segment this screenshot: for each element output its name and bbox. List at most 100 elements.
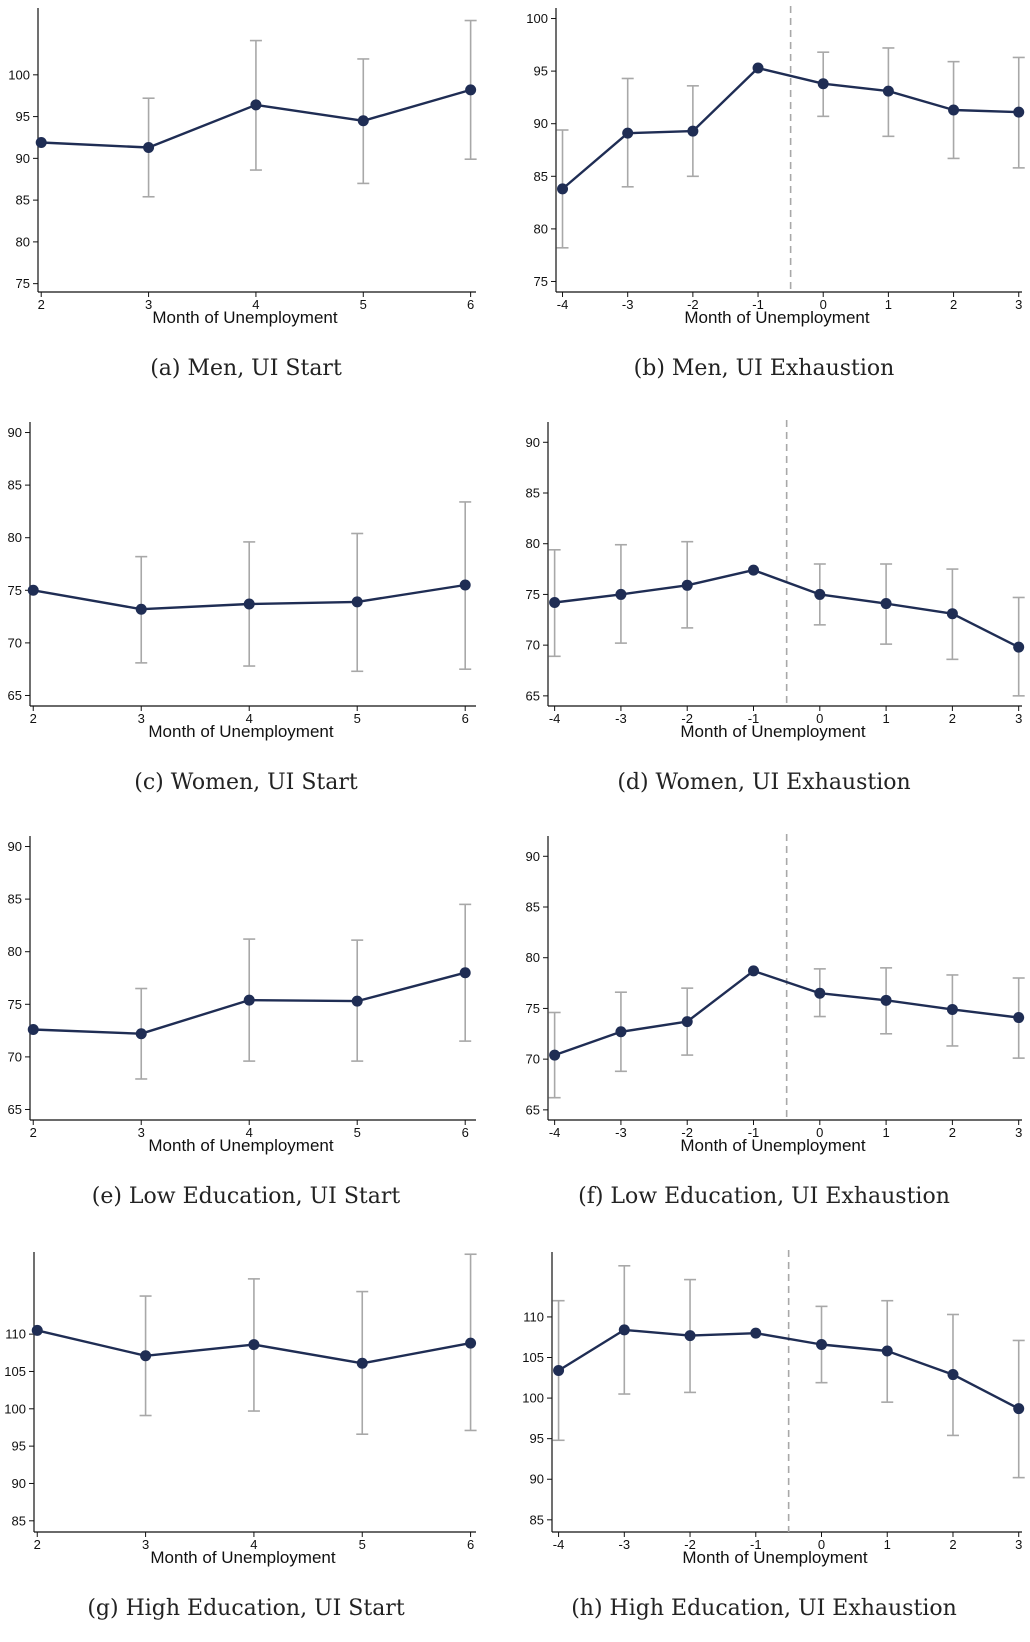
series-line — [554, 568, 1020, 649]
x-tick-label: -4 — [557, 297, 569, 312]
x-tick-label: 6 — [467, 297, 474, 312]
data-point — [135, 603, 147, 615]
x-tick-label: 4 — [246, 1125, 253, 1140]
data-point — [814, 987, 826, 999]
data-point — [459, 967, 471, 979]
data-point — [948, 104, 960, 116]
data-point — [681, 579, 693, 591]
x-tick-label: -4 — [553, 1537, 565, 1552]
data-point — [681, 1016, 693, 1028]
data-point — [243, 598, 255, 610]
x-axis-label: Month of Unemployment — [148, 722, 333, 741]
x-tick-label: 0 — [818, 1537, 825, 1552]
x-tick-label: 3 — [142, 1537, 149, 1552]
x-tick-label: 2 — [34, 1537, 41, 1552]
series-line — [561, 66, 1019, 190]
x-tick-label: 1 — [885, 297, 892, 312]
caption-b: (b) Men, UI Exhaustion — [633, 356, 895, 381]
y-tick-label: 95 — [530, 1431, 544, 1446]
x-tick-label: 0 — [816, 1125, 823, 1140]
x-axis-label: Month of Unemployment — [680, 722, 865, 741]
x-tick-label: -2 — [687, 297, 699, 312]
y-tick-label: 95 — [16, 109, 30, 124]
data-point — [814, 588, 826, 600]
data-point — [465, 1337, 477, 1349]
y-tick-label: 90 — [8, 839, 22, 854]
y-tick-label: 85 — [12, 1513, 26, 1528]
chart-panel-h: 85 90 95 100 105 110 -4 -3 -2 -1 0 1 2 3 Month of Unem… — [522, 1250, 1025, 1567]
y-tick-label: 85 — [16, 193, 30, 208]
y-tick-label: 70 — [8, 635, 22, 650]
data-point — [817, 78, 829, 90]
y-tick-label: 70 — [526, 638, 540, 653]
x-tick-label: 2 — [38, 297, 45, 312]
x-tick-label: 0 — [816, 711, 823, 726]
x-tick-label: 6 — [467, 1537, 474, 1552]
data-point — [135, 1028, 147, 1040]
data-point — [687, 125, 699, 137]
y-tick-label: 105 — [4, 1364, 26, 1379]
x-tick-label: 3 — [138, 1125, 145, 1140]
caption-h: (h) High Education, UI Exhaustion — [571, 1596, 957, 1621]
y-tick-label: 85 — [530, 1512, 544, 1527]
y-tick-label: 100 — [526, 11, 548, 26]
x-tick-label: -1 — [748, 1125, 760, 1140]
y-tick-label: 80 — [526, 536, 540, 551]
x-tick-label: 3 — [138, 711, 145, 726]
data-point — [351, 596, 363, 608]
x-tick-label: 4 — [250, 1537, 257, 1552]
y-tick-label: 65 — [526, 688, 540, 703]
y-tick-label: 90 — [526, 435, 540, 450]
x-tick-label: -4 — [549, 1125, 561, 1140]
x-tick-label: 2 — [949, 1125, 956, 1140]
data-point — [880, 598, 892, 610]
x-tick-label: 1 — [882, 711, 889, 726]
y-tick-label: 80 — [8, 944, 22, 959]
y-tick-label: 110 — [523, 1309, 544, 1324]
x-tick-label: 2 — [30, 1125, 37, 1140]
caption-g: (g) High Education, UI Start — [87, 1596, 405, 1621]
y-tick-label: 90 — [530, 1472, 544, 1487]
series-line — [557, 1328, 1020, 1410]
data-point — [250, 99, 262, 111]
data-point — [947, 1369, 959, 1381]
x-tick-label: 0 — [820, 297, 827, 312]
caption-c: (c) Women, UI Start — [134, 770, 358, 795]
x-tick-label: -1 — [752, 297, 764, 312]
y-tick-label: 80 — [534, 221, 548, 236]
x-axis-label: Month of Unemployment — [682, 1548, 867, 1567]
data-point — [35, 136, 47, 148]
y-tick-label: 95 — [534, 64, 548, 79]
data-point — [750, 1327, 762, 1339]
data-point — [356, 1357, 368, 1369]
y-tick-label: 100 — [8, 67, 30, 82]
data-point — [143, 141, 155, 153]
x-tick-label: -2 — [681, 1125, 693, 1140]
chart-panel-a: 75 80 85 90 95 100 2 3 4 5 6 Month of Unemployment — [8, 8, 477, 327]
y-tick-label: 65 — [8, 1102, 22, 1117]
data-point — [684, 1330, 696, 1342]
x-tick-label: -3 — [615, 1125, 627, 1140]
y-tick-label: 90 — [12, 1476, 26, 1491]
data-point — [549, 1049, 561, 1061]
chart-panel-b: 75 80 85 90 95 100 -4 -3 -2 -1 0 1 2 3 Month of Unempl… — [526, 6, 1025, 327]
x-tick-label: 2 — [950, 297, 957, 312]
x-tick-label: 5 — [354, 711, 361, 726]
y-tick-label: 75 — [8, 997, 22, 1012]
x-tick-label: 5 — [359, 1537, 366, 1552]
y-tick-label: 90 — [534, 116, 548, 131]
caption-d: (d) Women, UI Exhaustion — [617, 770, 911, 795]
x-tick-label: 1 — [882, 1125, 889, 1140]
data-point — [248, 1339, 260, 1351]
x-tick-label: 3 — [145, 297, 152, 312]
chart-panel-d: 65 70 75 80 85 90 -4 -3 -2 -1 0 1 2 3 Month of Unemplo… — [526, 420, 1025, 741]
x-tick-label: 2 — [949, 711, 956, 726]
x-tick-label: 2 — [949, 1537, 956, 1552]
y-tick-label: 85 — [526, 486, 540, 501]
data-point — [880, 994, 892, 1006]
y-tick-label: 100 — [522, 1391, 544, 1406]
x-axis-label: Month of Unemployment — [148, 1136, 333, 1155]
y-tick-label: 105 — [522, 1350, 544, 1365]
